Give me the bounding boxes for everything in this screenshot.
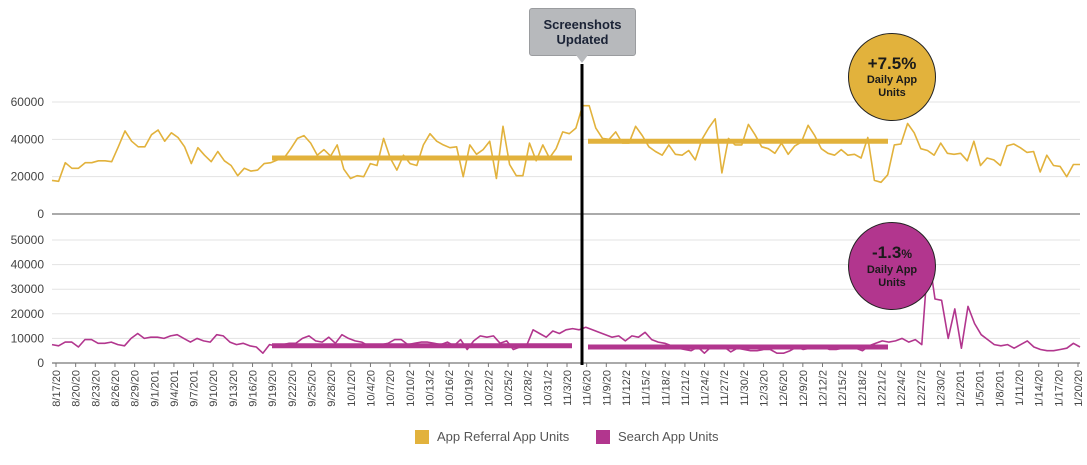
x-tick-label: 10/10/2	[405, 370, 417, 407]
x-tick-label: 8/26/20	[110, 370, 122, 407]
x-tick-label: 11/27/2	[719, 370, 731, 406]
badge-value: -1.3%	[872, 242, 912, 262]
y-tick-label: 40000	[11, 258, 45, 272]
badge-label-2: Units	[878, 87, 906, 99]
callout-line-1: Screenshots	[543, 17, 622, 32]
x-tick-label: 10/1/20	[346, 370, 358, 407]
x-tick-label: 9/7/201	[189, 370, 201, 407]
legend-item-search: Search App Units	[596, 429, 718, 444]
x-tick-label: 1/17/20	[1053, 370, 1065, 407]
x-tick-label: 12/24/2	[896, 370, 908, 407]
badge-label-2: Units	[878, 276, 906, 289]
x-tick-label: 10/13/2	[424, 370, 436, 407]
x-tick-label: 9/4/201	[169, 370, 181, 407]
legend-label-search: Search App Units	[618, 429, 719, 444]
axes	[52, 213, 1080, 367]
search-series-line	[51, 252, 1081, 355]
x-tick-label: 8/17/20	[51, 370, 63, 407]
y-tick-label: 40000	[11, 132, 45, 146]
x-tick-label: 9/13/20	[228, 370, 240, 407]
x-tick-label: 10/7/20	[385, 370, 397, 407]
x-tick-label: 11/9/20	[601, 370, 613, 406]
x-tick-label: 12/15/2	[837, 370, 849, 407]
x-tick-label: 11/12/2	[621, 370, 633, 406]
x-tick-label: 12/27/2	[916, 370, 928, 407]
callout-line-2: Updated	[556, 32, 609, 47]
average-bars	[272, 138, 888, 350]
x-tick-label: 10/28/2	[523, 370, 535, 407]
x-tick-label: 12/3/20	[759, 370, 771, 407]
x-tick-label: 11/18/2	[660, 370, 672, 406]
x-tick-label: 11/3/20	[562, 370, 574, 406]
x-tick-label: 10/16/2	[444, 370, 456, 407]
x-tick-label: 10/22/2	[483, 370, 495, 407]
x-tick-label: 11/30/2	[739, 370, 751, 406]
y-tick-label: 30000	[11, 282, 45, 296]
gridlines	[52, 101, 1080, 339]
x-tick-label: 9/22/20	[287, 370, 299, 407]
callout-pointer	[576, 55, 588, 63]
x-tick-label: 1/14/20	[1034, 370, 1046, 407]
app-referral-series-line	[51, 104, 1080, 184]
y-tick-label: 10000	[11, 331, 45, 345]
x-tick-label: 10/19/2	[464, 370, 476, 407]
x-tick-label: 8/29/20	[130, 370, 142, 407]
x-tick-label: 1/11/20	[1014, 370, 1026, 406]
x-tick-label: 8/23/20	[90, 370, 102, 407]
x-tick-label: 9/28/20	[326, 370, 338, 407]
legend-swatch-app-referral	[415, 429, 429, 444]
x-tick-label: 1/20/20	[1073, 370, 1085, 407]
app-referral-change-badge: +7.5% Daily App Units	[848, 33, 936, 121]
y-tick-label: 0	[37, 356, 44, 370]
x-tick-label: 1/8/201	[994, 370, 1006, 407]
x-tick-label: 1/5/201	[975, 370, 987, 407]
x-tick-labels: 8/17/20 8/20/20 8/23/20 8/26/20 8/29/20 9/1/2…	[51, 370, 1085, 407]
x-tick-label: 8/20/20	[71, 370, 83, 407]
badge-label-1: Daily App	[866, 263, 918, 276]
x-tick-label: 12/30/2	[935, 370, 947, 407]
x-tick-label: 11/6/20	[582, 370, 594, 406]
y-tick-label: 60000	[11, 95, 45, 109]
x-tick-label: 12/12/2	[818, 370, 830, 407]
x-tick-label: 12/9/20	[798, 370, 810, 407]
x-tick-label: 12/6/20	[778, 370, 790, 407]
x-tick-label: 9/1/201	[149, 370, 161, 407]
y-tick-labels: 60000 40000 20000 0 50000 40000 30000 20000 1000…	[11, 95, 45, 370]
x-tick-label: 1/2/201	[955, 370, 967, 407]
badge-value: +7.5%	[867, 54, 917, 73]
y-tick-label: 20000	[11, 170, 45, 184]
badge-label-1: Daily App	[866, 74, 918, 86]
x-tick-label: 10/4/20	[365, 370, 377, 407]
legend-swatch-search	[596, 429, 610, 444]
y-tick-label: 50000	[11, 233, 45, 247]
x-tick-label: 9/25/20	[307, 370, 319, 407]
x-tick-label: 10/31/2	[542, 370, 554, 407]
y-tick-label: 20000	[11, 307, 45, 321]
x-tick-label: 9/10/20	[208, 370, 220, 407]
legend-label-app-referral: App Referral App Units	[437, 429, 570, 444]
legend-item-app-referral: App Referral App Units	[415, 429, 569, 444]
series-lines	[51, 104, 1081, 355]
y-tick-label: 0	[37, 207, 44, 221]
x-tick-label: 11/21/2	[680, 370, 692, 406]
x-tick-label: 9/16/20	[248, 370, 260, 407]
x-tick-label: 11/24/2	[700, 370, 712, 406]
search-change-badge: -1.3% Daily App Units	[848, 222, 936, 310]
x-tick-label: 12/21/2	[876, 370, 888, 407]
x-tick-label: 12/18/2	[857, 370, 869, 407]
x-tick-label: 10/25/2	[503, 370, 515, 407]
x-tick-label: 11/15/2	[641, 370, 653, 406]
x-tick-label: 9/19/20	[267, 370, 279, 407]
screenshots-updated-callout: Screenshots Updated	[529, 8, 636, 56]
